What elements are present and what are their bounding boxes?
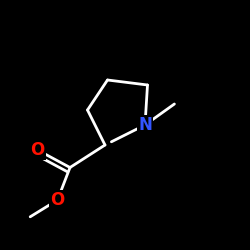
Text: N: N bbox=[138, 116, 152, 134]
Text: O: O bbox=[30, 141, 44, 159]
Text: O: O bbox=[50, 191, 64, 209]
